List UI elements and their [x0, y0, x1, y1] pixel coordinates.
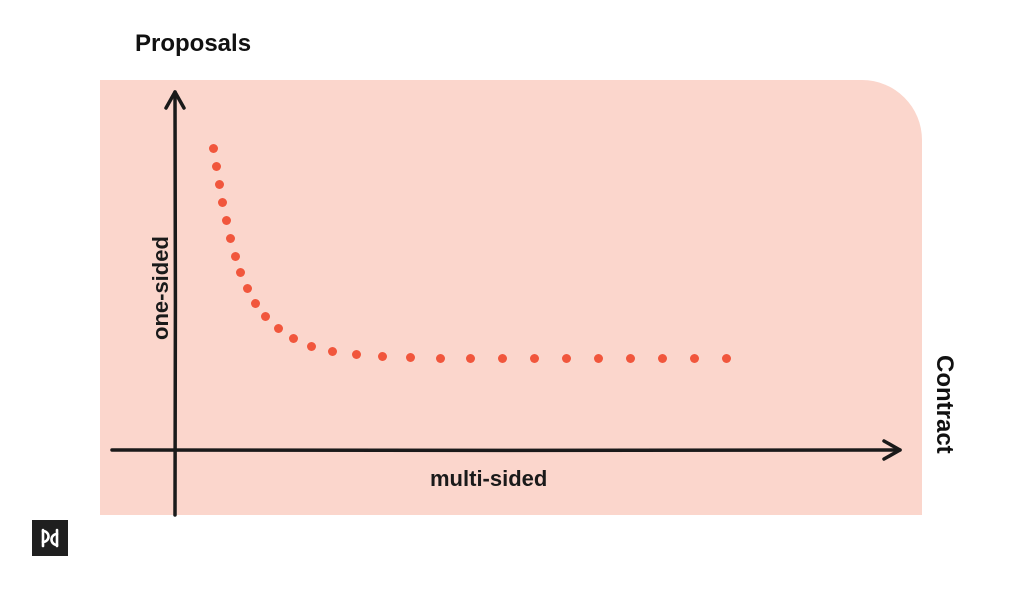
curve-dot [594, 354, 603, 363]
curve-dot [722, 354, 731, 363]
curve-dot [218, 198, 227, 207]
y-axis-label: one-sided [148, 236, 174, 340]
right-label: Contract [930, 355, 958, 454]
pd-logo-icon [32, 520, 68, 556]
diagram-stage: Proposals one-sided multi-sided Contract [0, 0, 1024, 599]
logo-badge [32, 520, 68, 556]
curve-dot [406, 353, 415, 362]
curve-dot [378, 352, 387, 361]
curve-dot [236, 268, 245, 277]
curve-dot [498, 354, 507, 363]
curve-dot [215, 180, 224, 189]
curve-dot [436, 354, 445, 363]
curve-dot [690, 354, 699, 363]
curve-dot [222, 216, 231, 225]
x-axis-label: multi-sided [430, 466, 547, 492]
curve-dot [226, 234, 235, 243]
curve-dot [626, 354, 635, 363]
curve-dot [307, 342, 316, 351]
curve-dot [352, 350, 361, 359]
curve-dot [243, 284, 252, 293]
curve-dot [562, 354, 571, 363]
curve-dot [251, 299, 260, 308]
curve-dot [289, 334, 298, 343]
curve-dot [658, 354, 667, 363]
curve-dot [274, 324, 283, 333]
curve-dot [466, 354, 475, 363]
curve-dot [530, 354, 539, 363]
curve-dot [212, 162, 221, 171]
curve-dot [328, 347, 337, 356]
title-top: Proposals [135, 30, 251, 58]
curve-dot [209, 144, 218, 153]
curve-dot [231, 252, 240, 261]
curve-dot [261, 312, 270, 321]
